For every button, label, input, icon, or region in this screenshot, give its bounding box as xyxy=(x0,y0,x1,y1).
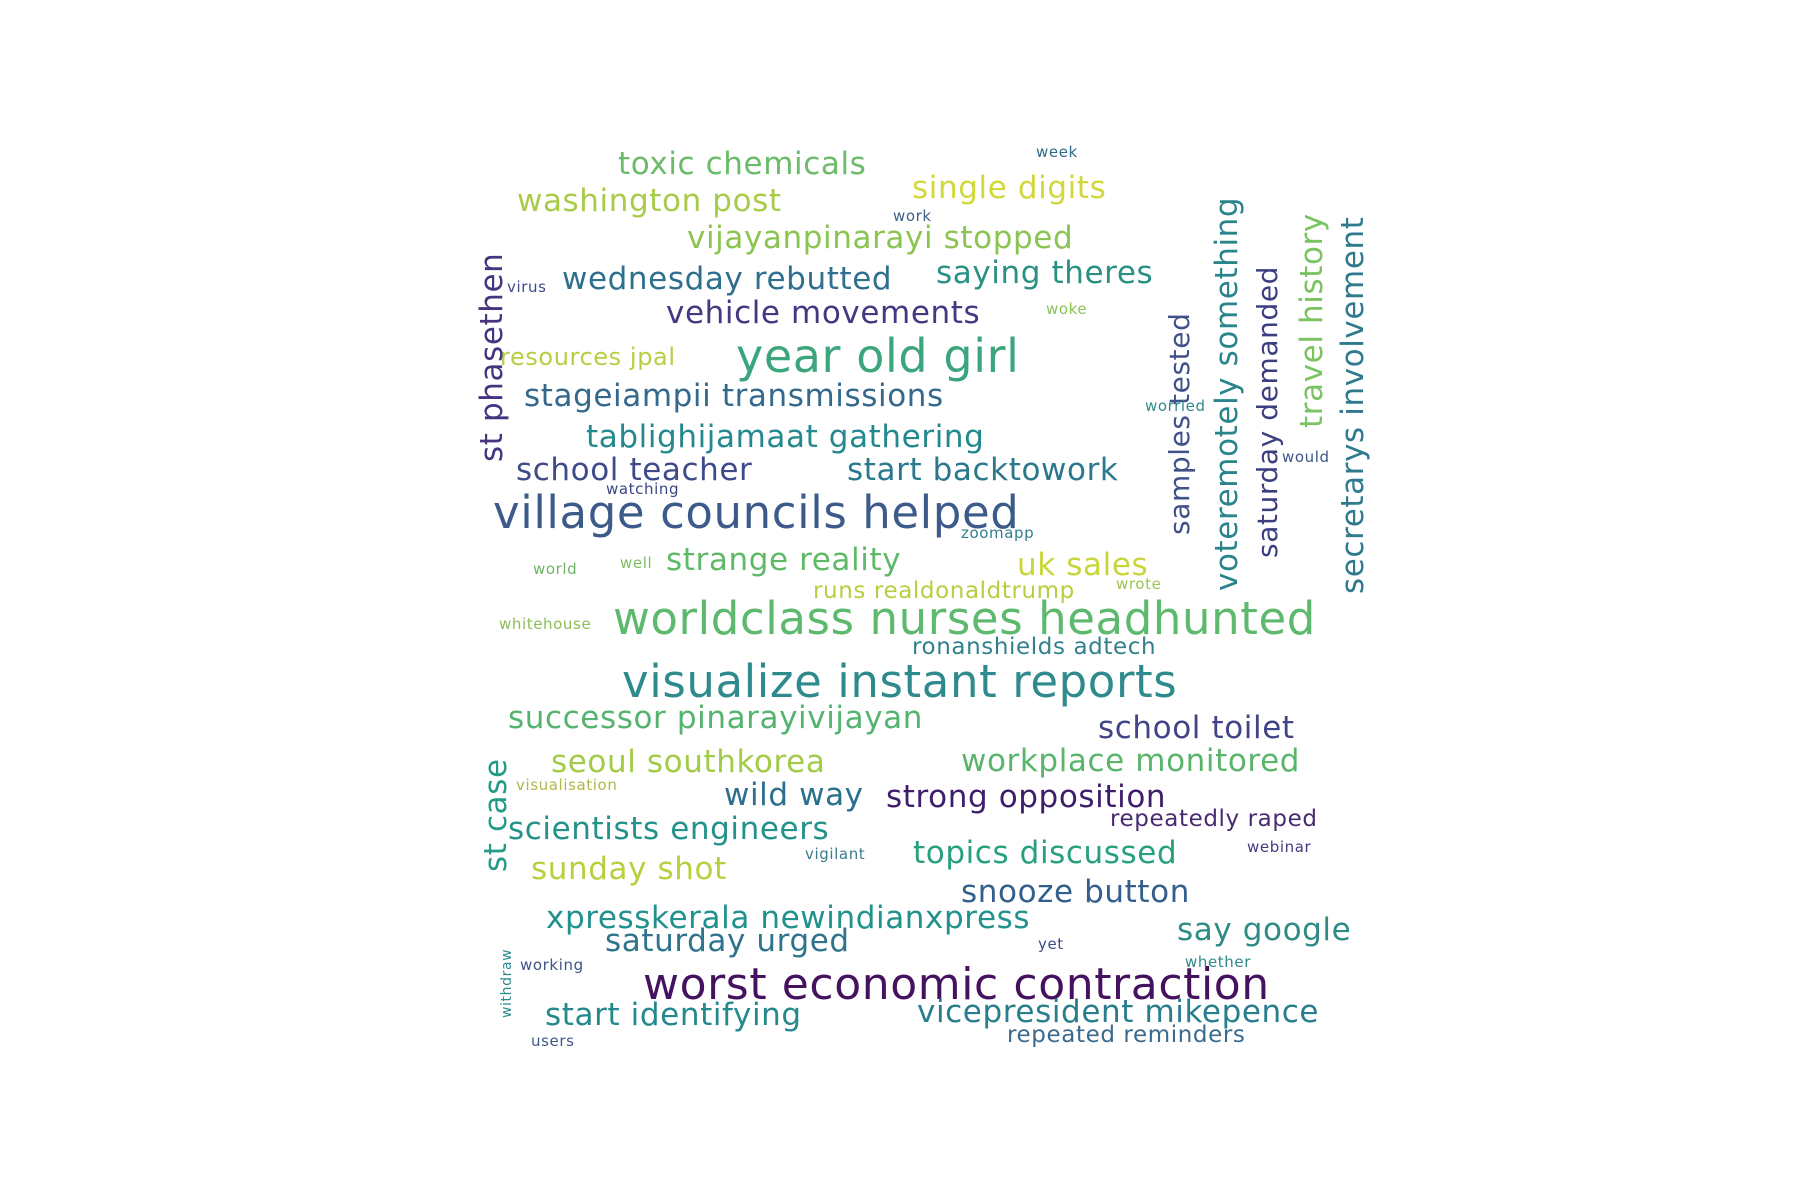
word-washington-post: washington post xyxy=(517,183,782,219)
word-vehicle-movements: vehicle movements xyxy=(666,295,981,331)
word-repeatedly-raped: repeatedly raped xyxy=(1110,806,1318,832)
word-visualize-instant-reports: visualize instant reports xyxy=(622,655,1178,708)
word-uk-sales: uk sales xyxy=(1017,547,1149,583)
word-st-case: st case xyxy=(478,758,514,872)
word-zoomapp: zoomapp xyxy=(961,524,1035,542)
word-working: working xyxy=(520,956,584,974)
word-yet: yet xyxy=(1038,935,1064,953)
word-world: world xyxy=(533,560,578,578)
word-wednesday-rebutted: wednesday rebutted xyxy=(562,261,893,297)
word-strong-opposition: strong opposition xyxy=(886,779,1167,815)
word-saturday-demanded: saturday demanded xyxy=(1251,265,1284,558)
word-st-phasethen: st phasethen xyxy=(474,252,510,462)
word-scientists-engineers: scientists engineers xyxy=(508,811,830,847)
word-would: would xyxy=(1282,448,1330,466)
word-toxic-chemicals: toxic chemicals xyxy=(618,146,867,182)
word-woke: woke xyxy=(1046,300,1088,318)
word-village-councils-helped: village councils helped xyxy=(493,486,1020,539)
word-saying-theres: saying theres xyxy=(936,255,1154,291)
word-work: work xyxy=(893,207,932,225)
word-vijayanpinarayi-stopped: vijayanpinarayi stopped xyxy=(687,220,1074,256)
word-webinar: webinar xyxy=(1247,838,1312,856)
word-visualisation: visualisation xyxy=(516,776,618,794)
word-single-digits: single digits xyxy=(912,170,1107,206)
word-resources-jpal: resources jpal xyxy=(500,343,676,371)
word-secretarys-involvement: secretarys involvement xyxy=(1335,216,1371,594)
word-school-teacher: school teacher xyxy=(516,452,753,488)
word-whether: whether xyxy=(1185,953,1251,971)
word-ronanshields-adtech: ronanshields adtech xyxy=(912,634,1157,660)
word-saturday-urged: saturday urged xyxy=(605,923,850,959)
word-watching: watching xyxy=(606,480,680,498)
word-repeated-reminders: repeated reminders xyxy=(1007,1022,1246,1048)
word-sunday-shot: sunday shot xyxy=(531,851,727,887)
word-seoul-southkorea: seoul southkorea xyxy=(551,744,826,780)
word-stageiampii-transmissions: stageiampii transmissions xyxy=(524,378,944,414)
word-topics-discussed: topics discussed xyxy=(913,835,1178,871)
word-snooze-button: snooze button xyxy=(961,874,1190,910)
word-worried: worried xyxy=(1145,397,1206,415)
word-vigilant: vigilant xyxy=(805,845,866,863)
word-strange-reality: strange reality xyxy=(666,542,902,578)
word-start-identifying: start identifying xyxy=(545,997,802,1033)
word-withdraw: withdraw xyxy=(499,948,515,1018)
word-travel-history: travel history xyxy=(1294,213,1330,428)
word-users: users xyxy=(531,1032,575,1050)
word-wrote: wrote xyxy=(1116,575,1162,593)
word-runs-realdonaldtrump: runs realdonaldtrump xyxy=(813,578,1075,604)
word-school-toilet: school toilet xyxy=(1098,710,1295,746)
word-xpresskerala-newindianxpress: xpresskerala newindianxpress xyxy=(546,900,1031,936)
word-workplace-monitored: workplace monitored xyxy=(961,743,1301,779)
word-well: well xyxy=(620,554,653,572)
word-successor-pinarayivijayan: successor pinarayivijayan xyxy=(508,700,924,736)
word-start-backtowork: start backtowork xyxy=(847,452,1119,488)
word-year-old-girl: year old girl xyxy=(736,329,1020,383)
word-voteremotely-something: voteremotely something xyxy=(1209,196,1245,591)
word-samples-tested: samples tested xyxy=(1163,312,1196,535)
word-say-google: say google xyxy=(1177,912,1352,948)
word-week: week xyxy=(1036,143,1078,161)
word-wild-way: wild way xyxy=(724,777,864,813)
word-whitehouse: whitehouse xyxy=(499,615,592,633)
word-virus: virus xyxy=(507,278,547,296)
word-worst-economic-contraction: worst economic contraction xyxy=(643,959,1270,1010)
word-vicepresident-mikepence: vicepresident mikepence xyxy=(917,994,1320,1030)
word-worldclass-nurses-headhunted: worldclass nurses headhunted xyxy=(613,592,1316,645)
word-tablighijamaat-gathering: tablighijamaat gathering xyxy=(586,419,985,455)
